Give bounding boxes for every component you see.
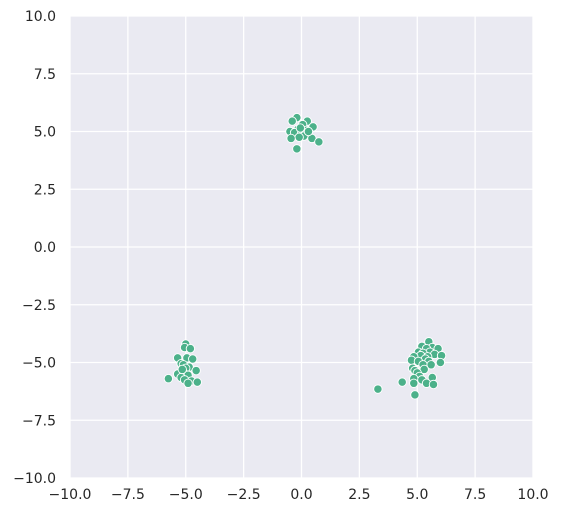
scatter-point — [177, 364, 187, 375]
scatter-point — [286, 133, 296, 144]
y-tick-label: −10.0 — [13, 471, 56, 487]
scatter-point — [287, 116, 297, 126]
x-axis-tick-labels: −10.0 −7.5 −5.0 −2.5 0.0 2.5 5.0 7.5 10.0 — [49, 487, 549, 503]
scatter-point — [294, 132, 304, 142]
y-tick-label: 2.5 — [34, 182, 56, 198]
scatter-point — [397, 377, 407, 387]
scatter-point — [303, 126, 314, 137]
y-tick-label: −7.5 — [22, 413, 56, 429]
x-tick-label: 2.5 — [348, 487, 370, 503]
x-tick-label: 5.0 — [406, 487, 428, 503]
x-tick-label: 0.0 — [290, 487, 312, 503]
y-tick-label: 7.5 — [34, 67, 56, 83]
x-tick-label: −10.0 — [49, 487, 92, 503]
scatter-point — [435, 357, 446, 368]
y-tick-label: 0.0 — [34, 240, 56, 256]
scatter-point — [185, 343, 196, 354]
x-tick-label: 10.0 — [517, 487, 548, 503]
x-tick-label: −5.0 — [169, 487, 203, 503]
data-points — [163, 112, 447, 400]
x-tick-label: 7.5 — [464, 487, 486, 503]
scatter-point — [192, 377, 202, 387]
x-tick-label: −7.5 — [111, 487, 145, 503]
scatter-point — [428, 379, 439, 390]
y-axis-tick-labels: −10.0 −7.5 −5.0 −2.5 0.0 2.5 5.0 7.5 10.0 — [13, 9, 56, 487]
scatter-point — [295, 123, 305, 133]
x-tick-label: −2.5 — [227, 487, 261, 503]
scatter-point — [191, 365, 201, 376]
scatter-point — [183, 378, 193, 388]
scatter-point — [373, 384, 383, 394]
y-tick-label: 5.0 — [34, 125, 56, 141]
y-tick-label: −5.0 — [22, 356, 56, 372]
scatter-point — [426, 360, 436, 370]
scatter-point — [409, 378, 419, 388]
grid-lines — [69, 15, 534, 479]
scatter-point — [410, 390, 420, 400]
y-tick-label: 10.0 — [25, 9, 56, 25]
scatter-point — [292, 144, 302, 154]
y-tick-label: −2.5 — [22, 298, 56, 314]
scatter-point — [163, 374, 174, 384]
scatter-point — [314, 137, 324, 147]
scatter-point — [188, 354, 198, 364]
